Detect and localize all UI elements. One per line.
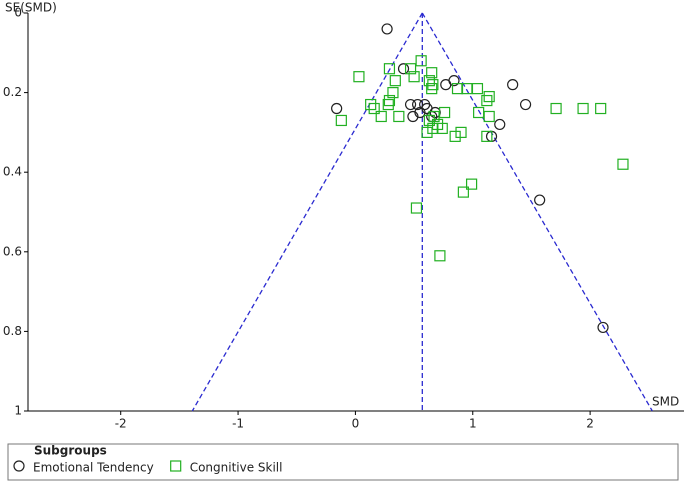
point xyxy=(387,86,399,99)
point xyxy=(481,94,493,107)
point xyxy=(375,110,387,123)
x-axis-label: SMD xyxy=(652,395,679,409)
point xyxy=(429,106,441,119)
y-tick-label: 0.2 xyxy=(3,85,22,99)
point xyxy=(451,83,464,95)
point xyxy=(617,158,629,170)
point xyxy=(494,118,506,131)
point xyxy=(415,55,427,67)
point xyxy=(353,71,365,83)
point xyxy=(404,63,417,75)
point xyxy=(597,321,609,334)
point xyxy=(408,71,420,83)
point xyxy=(550,102,562,115)
point xyxy=(595,102,607,115)
y-axis-label: SE(SMD) xyxy=(5,1,57,15)
point xyxy=(427,79,439,91)
point xyxy=(404,98,417,111)
x-tick-label: 2 xyxy=(586,417,594,431)
point xyxy=(382,98,394,111)
point xyxy=(436,122,448,135)
point xyxy=(448,75,460,87)
point xyxy=(434,250,446,262)
x-tick-label: 1 xyxy=(469,417,477,431)
legend-box xyxy=(7,443,679,481)
point xyxy=(449,130,461,142)
point xyxy=(427,122,439,135)
point xyxy=(383,94,396,107)
point xyxy=(481,130,493,142)
point xyxy=(331,102,343,115)
point xyxy=(335,114,347,127)
point xyxy=(455,126,467,139)
point xyxy=(577,102,589,115)
legend-marker xyxy=(13,460,25,472)
point xyxy=(423,114,435,127)
point xyxy=(368,102,380,115)
legend-title: Subgroups xyxy=(34,444,107,458)
x-tick-label: -1 xyxy=(232,417,244,431)
point xyxy=(483,90,495,103)
point xyxy=(423,75,435,87)
point xyxy=(457,186,469,198)
y-tick-label: 0.6 xyxy=(3,244,22,258)
point xyxy=(389,75,401,87)
point xyxy=(483,110,495,123)
point xyxy=(465,178,478,190)
point xyxy=(397,63,410,75)
y-tick-label: 1 xyxy=(14,404,22,418)
y-tick-label: 0 xyxy=(14,6,22,20)
point xyxy=(439,106,451,119)
point xyxy=(410,202,423,214)
funnel-line xyxy=(421,12,653,412)
point xyxy=(412,98,424,111)
point xyxy=(473,106,485,119)
legend-label: Emotional Tendency xyxy=(33,461,154,475)
point xyxy=(383,63,396,75)
y-tick-label: 0.4 xyxy=(3,165,22,179)
funnel-line xyxy=(191,12,423,412)
point xyxy=(365,98,377,111)
y-tick-label: 0.8 xyxy=(3,324,22,338)
x-tick-label: -2 xyxy=(115,417,127,431)
point xyxy=(471,83,484,95)
point xyxy=(421,126,433,139)
point xyxy=(426,67,438,79)
x-tick-label: 0 xyxy=(352,417,360,431)
legend-marker xyxy=(170,460,182,472)
legend-label: Congnitive Skill xyxy=(190,461,283,475)
point xyxy=(426,83,438,95)
point xyxy=(393,110,405,123)
point xyxy=(507,79,519,91)
point xyxy=(381,23,393,35)
point xyxy=(534,194,546,206)
point xyxy=(519,98,532,111)
